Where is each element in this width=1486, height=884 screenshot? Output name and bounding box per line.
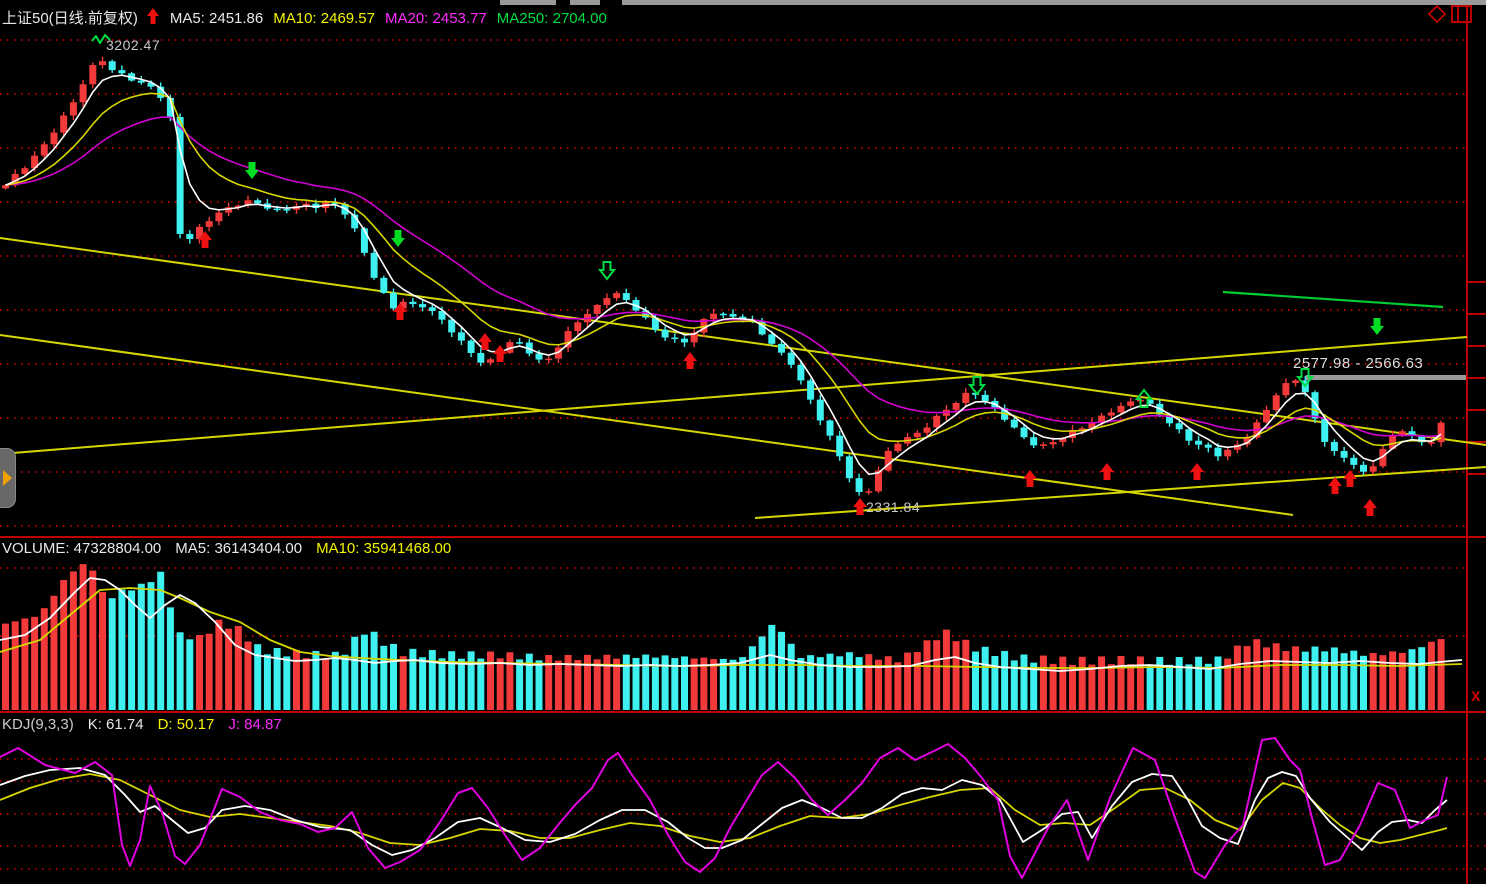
ma250-value-label: MA250: 2704.00 <box>496 10 607 27</box>
strip-notch <box>556 0 570 5</box>
ma10-value-label: MA10: 2469.57 <box>273 10 375 27</box>
volume-value-label: VOLUME: 47328804.00 <box>2 540 162 557</box>
pane-corner-x-label[interactable]: X <box>1471 688 1481 704</box>
corner-toolbar <box>1427 3 1474 30</box>
volume-ma5-label: MA5: 36143404.00 <box>175 540 303 557</box>
volume-header: VOLUME: 47328804.00 MA5: 36143404.00 MA1… <box>2 540 451 557</box>
main-chart-header: 上证50(日线.前复权) MA5: 2451.86 MA10: 2469.57 … <box>2 8 607 29</box>
ma20-value-label: MA20: 2453.77 <box>385 10 487 27</box>
low-price-label: 2331.84 <box>866 499 921 515</box>
symbol-title: 上证50(日线.前复权) <box>2 10 138 27</box>
kdj-d-label: D: 50.17 <box>157 716 215 733</box>
strip-notch <box>600 0 622 5</box>
expand-panel-handle[interactable] <box>0 448 16 508</box>
expand-arrow-icon <box>3 470 12 486</box>
kdj-j-label: J: 84.87 <box>228 716 282 733</box>
ma5-value-label: MA5: 2451.86 <box>169 10 264 27</box>
kdj-k-label: K: 61.74 <box>87 716 144 733</box>
split-window-icon[interactable] <box>1451 5 1472 23</box>
window-top-strip <box>500 0 1486 5</box>
kdj-params-label: KDJ(9,3,3) <box>2 716 74 733</box>
volume-ma10-label: MA10: 35941468.00 <box>316 540 452 557</box>
diamond-icon[interactable] <box>1427 4 1447 24</box>
high-price-label: 3202.47 <box>106 37 161 53</box>
range-zone-label: 2577.98 - 2566.63 <box>1293 355 1424 372</box>
up-arrow-icon <box>146 8 160 29</box>
kdj-header: KDJ(9,3,3) K: 61.74 D: 50.17 J: 84.87 <box>2 716 282 733</box>
